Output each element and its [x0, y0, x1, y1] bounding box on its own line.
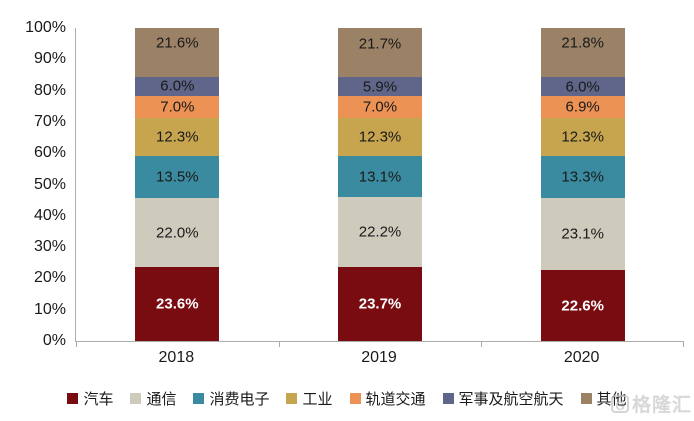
bar-segment [540, 117, 625, 157]
legend-label: 其他 [596, 390, 627, 408]
y-axis-tick-label: 100% [25, 19, 66, 36]
legend-label: 工业 [302, 390, 333, 408]
bar-segment [135, 267, 220, 341]
bar-segment-label: 21.7% [358, 35, 402, 52]
legend-label: 通信 [146, 390, 177, 408]
bar-segment [540, 77, 625, 97]
bar-segment-label: 13.5% [156, 168, 199, 186]
bar-segment-label: 23.6% [156, 295, 199, 313]
bar-segment-label: 23.1% [561, 225, 604, 243]
y-axis-tick-label: 50% [33, 175, 66, 193]
y-axis-tick-label: 20% [33, 269, 66, 287]
bar-segment-label: 13.3% [561, 168, 604, 186]
bar-segment [338, 156, 422, 198]
bar-segment [338, 197, 422, 267]
bar-segment [135, 28, 220, 77]
bar-segment-label: 12.3% [561, 128, 604, 146]
legend-label: 军事及航空航天 [458, 390, 564, 408]
bar-segment [540, 197, 625, 271]
bar-segment [338, 28, 422, 78]
bar-segment-label: 6.0% [565, 78, 600, 96]
bar-segment [338, 77, 422, 96]
bar-segment [135, 117, 220, 157]
bar-2019: 23.7% 22.2% 13.1% 12.3% 7.0% 5.9% 21.7% [338, 28, 422, 341]
legend-swatch-icon [580, 392, 592, 404]
legend-item: 汽车 [67, 388, 113, 409]
bar-segment [540, 96, 625, 118]
bar-segment [135, 95, 220, 118]
bar-segment-label: 12.3% [358, 128, 402, 146]
bar-segment-label: 12.3% [156, 128, 199, 146]
bar-segment-label: 22.2% [358, 223, 402, 241]
legend-label: 消费电子 [209, 390, 270, 408]
y-axis-tick-label: 60% [33, 144, 66, 162]
x-axis-label-2020: 2020 [563, 349, 600, 366]
y-axis-tick-label: 70% [33, 112, 66, 130]
plot-area: 23.6% 22.0% 13.5% 12.3% 7.0% 6.0% 21.6% 23.7% 22… [75, 28, 684, 347]
bar-segment-label: 22.0% [156, 224, 199, 242]
bar-segment-label: 5.9% [362, 78, 398, 96]
legend-label: 轨道交通 [365, 390, 426, 408]
bar-2018: 23.6% 22.0% 13.5% 12.3% 7.0% 6.0% 21.6% [135, 28, 220, 341]
y-axis-tick-label: 80% [33, 81, 66, 99]
bar-segment-label: 21.8% [561, 34, 604, 52]
legend-swatch-icon [349, 392, 361, 404]
x-axis-label-2018: 2018 [158, 349, 195, 366]
y-axis-tick-label: 10% [33, 300, 66, 318]
legend-item: 通信 [130, 388, 176, 409]
legend-item: 消费电子 [193, 388, 269, 409]
y-axis-tick-label: 0% [42, 332, 66, 349]
bar-segment [540, 156, 625, 198]
x-axis-label-2019: 2019 [361, 349, 397, 366]
legend-swatch-icon [442, 392, 454, 404]
legend-label: 汽车 [83, 390, 114, 408]
bar-segment-label: 7.0% [362, 98, 398, 116]
bar-segment [135, 76, 220, 96]
legend-item: 其他 [580, 388, 627, 409]
legend: 汽车 通信 消费电子 工业 轨道交通 军事及航空航天 其他 [0, 387, 694, 409]
legend-swatch-icon [193, 392, 205, 404]
legend-swatch-icon [67, 392, 79, 404]
bar-segment-label: 13.1% [358, 168, 402, 186]
bar-segment-label: 7.0% [160, 98, 195, 116]
bar-segment [338, 117, 422, 157]
bar-segment-label: 6.9% [565, 98, 600, 116]
legend-item: 轨道交通 [349, 388, 426, 409]
y-axis-tick-label: 30% [33, 238, 66, 256]
bar-segment [338, 266, 422, 341]
x-axis-tick-mark [76, 342, 77, 347]
legend-item: 军事及航空航天 [442, 388, 564, 409]
bar-segment [540, 270, 625, 341]
bar-segment [338, 95, 422, 118]
legend-swatch-icon [286, 392, 298, 404]
bar-2020: 22.6% 23.1% 13.3% 12.3% 6.9% 6.0% 21.8% [540, 28, 625, 341]
bar-segment-label: 6.0% [160, 77, 195, 95]
bar-segment [135, 198, 220, 268]
bar-segment-label: 21.6% [156, 34, 199, 52]
legend-item: 工业 [286, 388, 333, 409]
y-axis-tick-label: 90% [33, 50, 66, 68]
bar-segment-label: 22.6% [561, 297, 604, 315]
x-axis-tick-mark [481, 342, 483, 347]
bar-segment-label: 23.7% [358, 295, 402, 313]
legend-swatch-icon [130, 392, 142, 404]
x-axis-tick-mark [683, 342, 684, 347]
y-axis-tick-label: 40% [33, 206, 66, 224]
bar-segment [135, 156, 220, 199]
bar-segment [540, 28, 625, 78]
x-axis-tick-mark [278, 342, 280, 347]
